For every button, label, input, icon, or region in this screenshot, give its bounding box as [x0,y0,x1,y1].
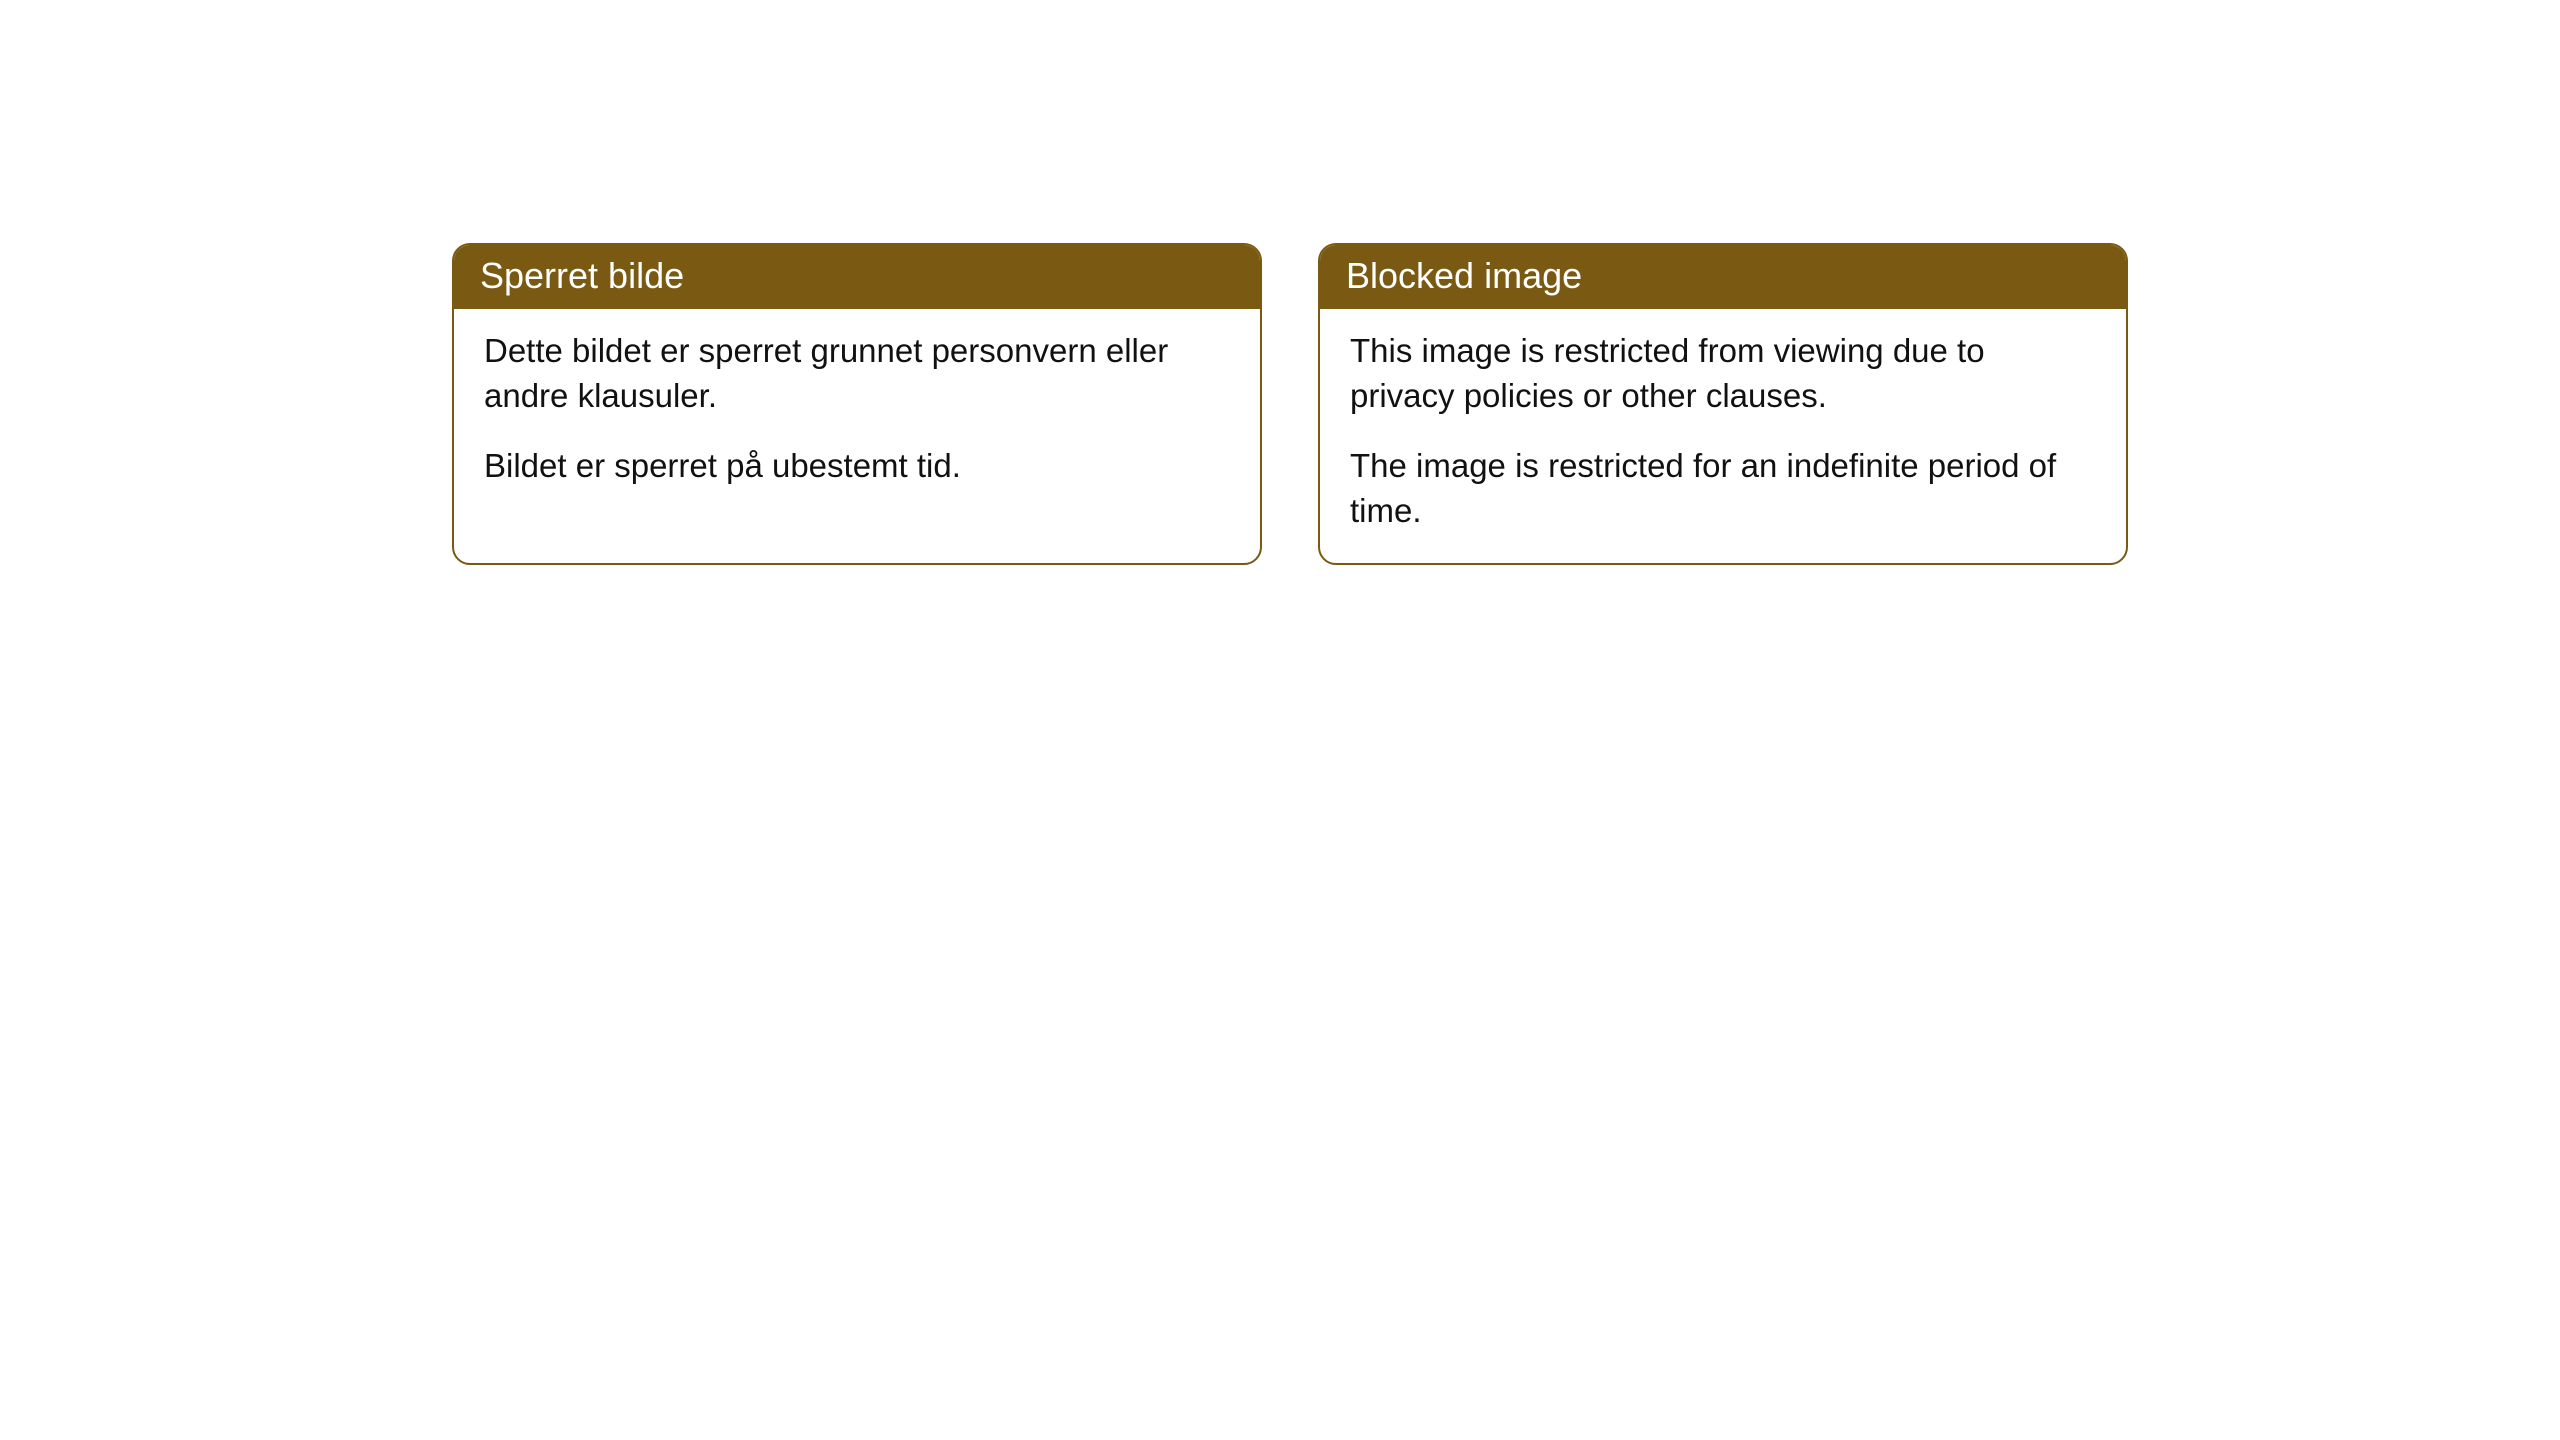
card-paragraph: The image is restricted for an indefinit… [1350,444,2096,533]
card-paragraph: Dette bildet er sperret grunnet personve… [484,329,1230,418]
notice-card-english: Blocked image This image is restricted f… [1318,243,2128,565]
card-body: Dette bildet er sperret grunnet personve… [454,309,1260,519]
notice-cards-container: Sperret bilde Dette bildet er sperret gr… [452,243,2128,565]
card-header: Sperret bilde [454,245,1260,309]
card-body: This image is restricted from viewing du… [1320,309,2126,563]
card-paragraph: This image is restricted from viewing du… [1350,329,2096,418]
card-header: Blocked image [1320,245,2126,309]
card-paragraph: Bildet er sperret på ubestemt tid. [484,444,1230,489]
notice-card-norwegian: Sperret bilde Dette bildet er sperret gr… [452,243,1262,565]
